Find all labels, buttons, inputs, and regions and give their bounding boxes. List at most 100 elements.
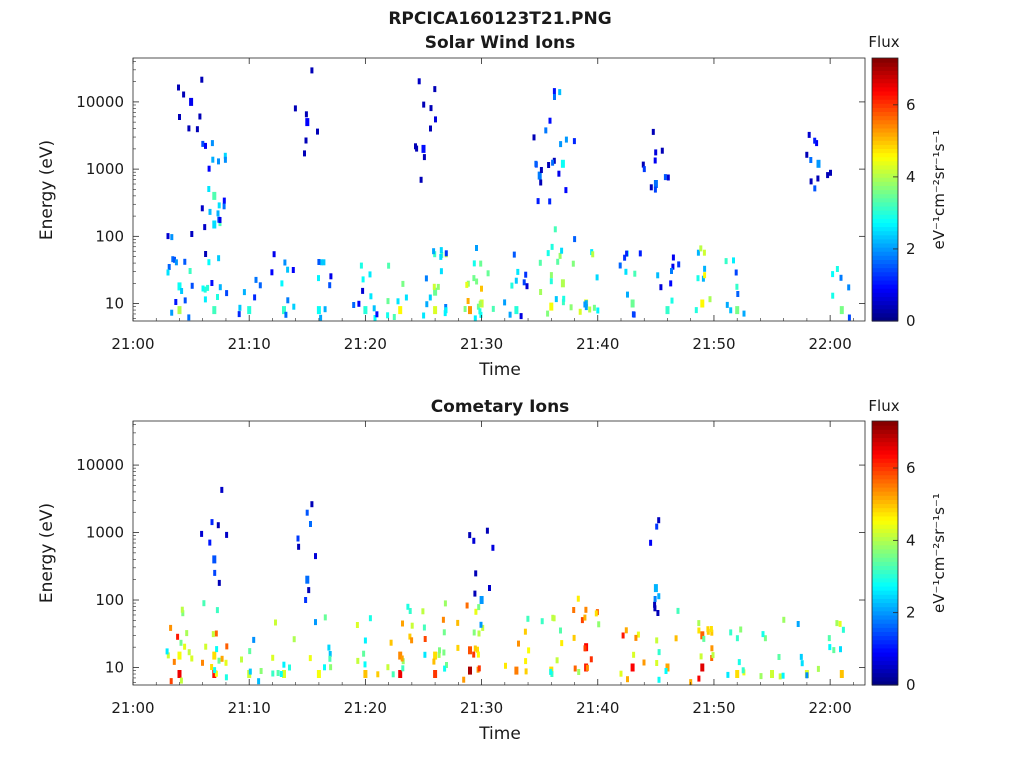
data-cell	[165, 648, 169, 655]
plot-area	[133, 421, 865, 685]
colorbar-segment	[872, 507, 898, 513]
data-cell	[510, 282, 514, 289]
data-cell	[372, 305, 376, 312]
data-cell	[468, 532, 472, 539]
data-cell	[708, 296, 712, 303]
data-cell	[439, 268, 443, 275]
data-cell	[711, 652, 715, 659]
data-cell	[558, 252, 562, 259]
data-cell	[514, 277, 518, 284]
data-cell	[307, 587, 311, 594]
colorbar-segment	[872, 652, 898, 657]
data-cell	[724, 258, 728, 265]
data-cell	[703, 272, 707, 279]
colorbar-segment	[872, 668, 898, 674]
data-cell	[428, 294, 432, 301]
data-cell	[829, 169, 832, 176]
data-cell	[210, 140, 214, 147]
data-cell	[286, 266, 290, 273]
data-cell	[408, 633, 412, 640]
data-cell	[206, 284, 210, 291]
data-cell	[437, 651, 441, 658]
colorbar-unit: eV⁻¹cm⁻²sr⁻¹s⁻¹	[930, 493, 948, 613]
data-cell	[594, 610, 598, 617]
colorbar-segment	[872, 251, 898, 256]
data-cell	[473, 590, 477, 597]
data-cell	[700, 299, 705, 308]
colorbar-segment	[872, 140, 898, 145]
data-cell	[237, 311, 241, 318]
data-cell	[465, 602, 469, 609]
data-cell	[217, 255, 221, 262]
data-cell	[444, 307, 448, 314]
data-cell	[248, 668, 252, 675]
colorbar-segment	[872, 230, 898, 236]
cometary-colorbar-label: Flux	[868, 397, 899, 415]
data-cell	[433, 670, 438, 678]
data-cell	[220, 655, 224, 662]
data-cell	[422, 312, 426, 319]
colorbar-segment	[872, 218, 898, 223]
colorbar-frame	[871, 57, 899, 322]
colorbar-segment	[872, 181, 898, 186]
data-cell	[177, 651, 182, 660]
data-cell	[761, 631, 765, 638]
colorbar-segment	[872, 458, 898, 463]
data-cell	[653, 186, 657, 193]
data-cell	[481, 624, 485, 631]
data-cell	[443, 665, 447, 672]
data-cell	[203, 286, 207, 293]
colorbar-segment	[872, 58, 898, 63]
data-cell	[638, 250, 642, 257]
data-cell	[466, 298, 470, 304]
data-cell	[557, 170, 561, 177]
colorbar-segment	[872, 308, 898, 314]
data-cell	[444, 250, 448, 257]
data-cell	[831, 271, 835, 278]
data-cell	[328, 282, 332, 289]
data-cell	[781, 672, 785, 679]
data-cell	[552, 157, 556, 164]
data-cell	[217, 657, 221, 664]
data-cell	[839, 646, 842, 653]
data-cell	[223, 152, 227, 159]
colorbar-segment	[872, 296, 898, 302]
data-cell	[270, 269, 274, 276]
data-cell	[549, 668, 553, 675]
colorbar-segment	[872, 70, 898, 76]
data-cell	[176, 633, 180, 640]
data-cell	[177, 306, 182, 315]
colorbar-tick-label: 6	[906, 459, 916, 477]
data-cell	[200, 76, 204, 83]
data-cell	[516, 268, 520, 275]
colorbar-segment	[872, 131, 898, 137]
data-cell	[796, 621, 800, 627]
data-cell	[729, 629, 733, 636]
data-cell	[839, 670, 844, 678]
data-cell	[671, 263, 675, 270]
data-cell	[522, 279, 526, 286]
colorbar-segment	[872, 222, 898, 228]
data-cell	[282, 661, 286, 668]
colorbar-segment	[872, 238, 898, 244]
data-cell	[572, 634, 576, 641]
data-cell	[433, 651, 438, 660]
data-cell	[468, 646, 472, 655]
data-cell	[220, 486, 224, 493]
data-cell	[422, 101, 426, 108]
colorbar-segment	[872, 267, 898, 273]
data-cell	[641, 161, 645, 168]
data-cell	[309, 521, 312, 527]
data-cell	[653, 601, 657, 608]
data-cell	[258, 282, 262, 289]
data-cell	[195, 126, 199, 133]
data-cell	[363, 637, 367, 644]
data-cell	[477, 604, 481, 611]
data-cell	[276, 670, 280, 676]
colorbar-segment	[872, 82, 898, 88]
data-cell	[423, 636, 427, 642]
data-cell	[224, 674, 228, 681]
data-cell	[210, 519, 214, 526]
colorbar-segment	[872, 263, 898, 269]
colorbar-segment	[872, 441, 898, 447]
